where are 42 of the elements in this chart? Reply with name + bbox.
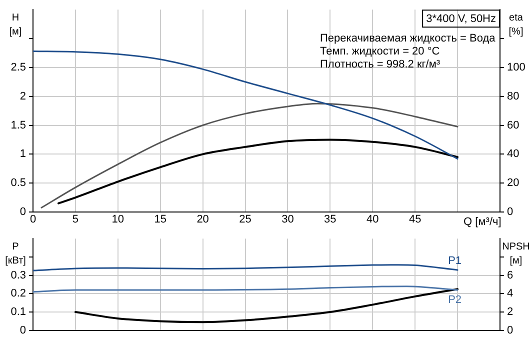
y2-axis-title: eta [%] <box>508 12 524 38</box>
y2-tick-label: 40 <box>507 148 520 160</box>
x-tick-label: 40 <box>366 214 379 226</box>
y-tick-label: 0.1 <box>10 306 26 318</box>
y-axis-title: P [кВт] <box>5 241 26 266</box>
annotation: Плотность = 998.2 кг/м³ <box>320 58 440 71</box>
y-tick-label: 2.5 <box>10 61 26 74</box>
line-series <box>40 102 458 208</box>
x-tick-label: 5 <box>72 214 79 226</box>
y-tick-label: 0.2 <box>10 288 26 300</box>
annotation: Перекачиваемая жидкость = Вода <box>320 32 496 45</box>
x-tick-label: 15 <box>154 214 166 226</box>
x-tick-label: 45 <box>408 214 422 226</box>
chart-title: 3*400 V, 50Hz <box>426 13 496 26</box>
y2-tick-label: 2 <box>507 306 514 318</box>
x-tick-label: 35 <box>324 214 336 226</box>
x-axis-title: Q [м³/ч] <box>464 216 502 228</box>
x-tick-label: 25 <box>239 214 252 226</box>
x-tick-label: 0 <box>30 214 36 226</box>
y2-axis-title: NPSH [м] <box>502 241 530 266</box>
y2-tick-label: 60 <box>507 119 520 132</box>
y2-tick-label: 0 <box>507 324 514 336</box>
x-tick-label: 10 <box>112 214 124 226</box>
annotation: Темп. жидкости = 20 °C <box>320 46 440 58</box>
y-tick-label: 1 <box>20 148 26 160</box>
y2-tick-label: 6 <box>507 269 514 282</box>
series-label: P2 <box>448 294 462 306</box>
y2-tick-label: 80 <box>507 90 520 102</box>
y-tick-label: 0.3 <box>10 269 26 282</box>
line-series <box>74 288 459 324</box>
y-tick-label: 0 <box>20 324 26 336</box>
y-axis-title: H [м] <box>9 12 22 38</box>
x-tick-label: 20 <box>196 214 209 226</box>
y-tick-label: 0.5 <box>10 177 26 190</box>
line-series <box>57 138 459 204</box>
series-label: P1 <box>448 255 462 268</box>
y-tick-label: 2 <box>20 90 26 102</box>
y2-tick-label: 4 <box>507 288 514 300</box>
x-tick-label: 30 <box>282 214 294 226</box>
y2-tick-label: 20 <box>507 177 520 190</box>
y2-tick-label: 100 <box>507 61 526 74</box>
y-tick-label: 1.5 <box>10 119 26 132</box>
